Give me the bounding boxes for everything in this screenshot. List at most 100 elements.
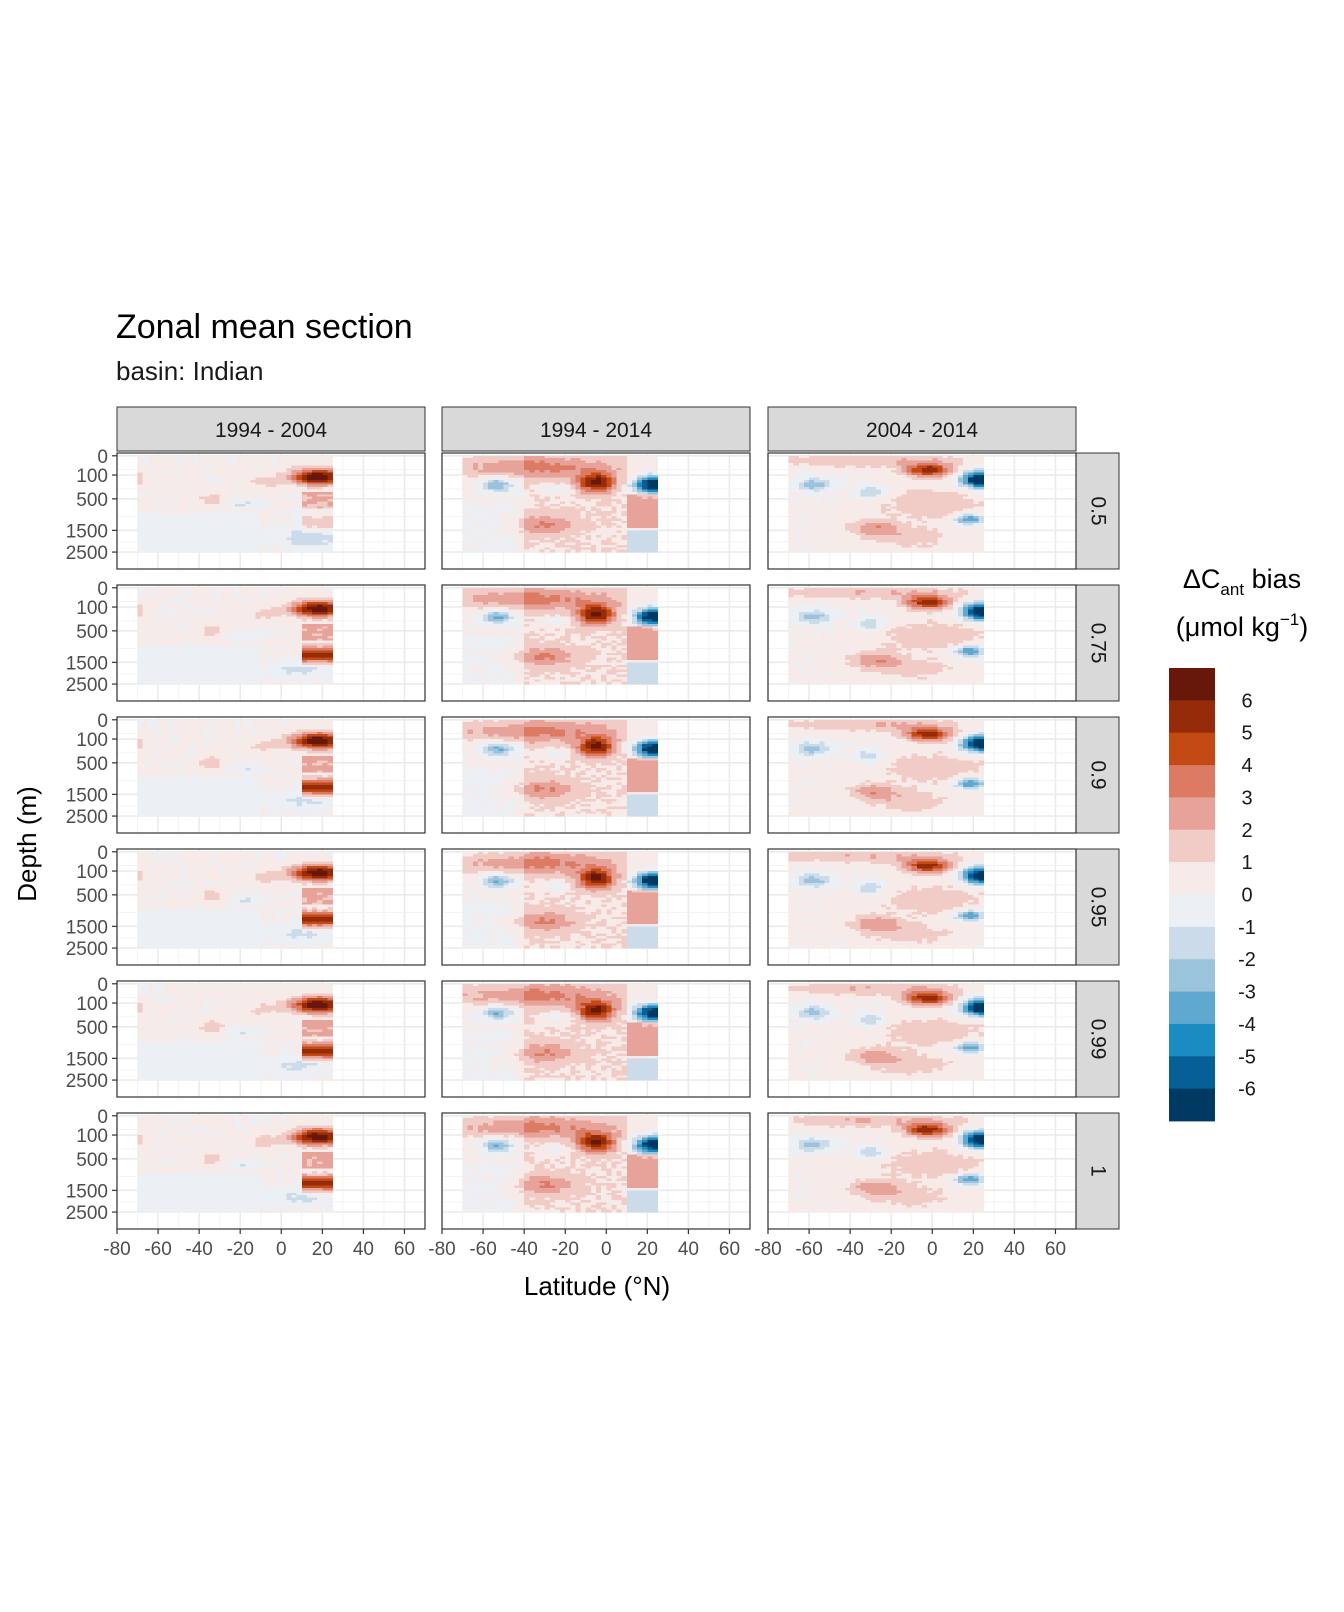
contour-fill	[462, 983, 659, 1081]
contour-fill	[788, 719, 985, 817]
contour-fill	[462, 851, 659, 949]
x-tick-label: 40	[353, 1239, 374, 1260]
legend-swatch	[1169, 894, 1215, 928]
x-tick-label: -40	[510, 1239, 537, 1260]
y-tick-label: 0	[97, 843, 108, 864]
legend-label: 5	[1241, 723, 1252, 745]
facet-strip-right-label: 0.9	[1086, 760, 1109, 789]
legend-swatch	[1169, 797, 1215, 831]
x-tick-label: -40	[836, 1239, 863, 1260]
y-tick-label: 500	[76, 1018, 108, 1039]
y-tick-label: 0	[97, 1107, 108, 1128]
x-tick-label: -80	[103, 1239, 130, 1260]
contour-fill	[788, 587, 985, 685]
panel-border	[441, 980, 751, 1098]
legend-title: ΔCant bias	[1183, 564, 1301, 599]
facet-panel	[116, 452, 426, 570]
y-tick-label: 1500	[66, 1049, 108, 1070]
facet-strip-right-label: 0.99	[1086, 1019, 1109, 1060]
legend-label: -6	[1238, 1079, 1256, 1101]
x-tick-label: -20	[551, 1239, 578, 1260]
facet-strip-right	[1074, 1112, 1120, 1230]
y-tick-label: 1500	[66, 1181, 108, 1202]
facet-panel	[116, 1112, 426, 1230]
facet-panel	[767, 452, 1077, 570]
facet-panel	[767, 980, 1077, 1098]
x-tick-label: -80	[754, 1239, 781, 1260]
y-tick-label: 2500	[66, 1203, 108, 1224]
legend-swatch	[1169, 668, 1215, 701]
y-tick-label: 1500	[66, 521, 108, 542]
x-tick-label: 60	[719, 1239, 740, 1260]
x-tick-label: -60	[469, 1239, 496, 1260]
contour-fill	[137, 455, 334, 553]
y-tick-label: 2500	[66, 807, 108, 828]
contour-fill	[788, 851, 985, 949]
y-tick-label: 100	[76, 1126, 108, 1147]
panel-border	[441, 452, 751, 570]
panel-border	[116, 716, 426, 834]
panel-border	[441, 584, 751, 702]
x-tick-label: -80	[428, 1239, 455, 1260]
facet-panel	[767, 1112, 1077, 1230]
contour-fill	[788, 983, 985, 1081]
legend-swatch	[1169, 926, 1215, 960]
x-tick-label: 20	[637, 1239, 658, 1260]
panel-border	[767, 1112, 1077, 1230]
legend-label: -2	[1238, 949, 1256, 971]
y-tick-label: 500	[76, 622, 108, 643]
legend-label: 4	[1241, 755, 1252, 777]
legend-label: -5	[1238, 1046, 1256, 1068]
panel-border	[767, 716, 1077, 834]
y-tick-label: 2500	[66, 1071, 108, 1092]
y-tick-label: 0	[97, 447, 108, 468]
legend-label: -3	[1238, 982, 1256, 1004]
y-tick-label: 500	[76, 886, 108, 907]
facet-panel	[116, 848, 426, 966]
x-tick-label: 60	[1045, 1239, 1066, 1260]
legend-swatch	[1169, 991, 1215, 1025]
facet-strip-right-label: 0.5	[1086, 496, 1109, 525]
facet-strip-right	[1074, 980, 1120, 1098]
facet-panel	[441, 1112, 751, 1230]
facet-strip-right	[1074, 716, 1120, 834]
facet-panel	[441, 716, 751, 834]
legend-swatch	[1169, 829, 1215, 863]
y-tick-label: 2500	[66, 939, 108, 960]
facet-panel	[441, 452, 751, 570]
legend-label: 6	[1241, 690, 1252, 712]
y-tick-label: 2500	[66, 675, 108, 696]
panel-border	[441, 848, 751, 966]
legend-label: -4	[1238, 1014, 1256, 1036]
x-tick-label: 60	[394, 1239, 415, 1260]
legend-swatch	[1169, 1088, 1215, 1122]
panel-border	[441, 1112, 751, 1230]
contour-fill	[462, 1115, 659, 1213]
contour-fill	[137, 1115, 334, 1213]
x-tick-label: 0	[927, 1239, 938, 1260]
panel-border	[767, 584, 1077, 702]
panel-border	[116, 1112, 426, 1230]
facet-panel	[116, 980, 426, 1098]
y-tick-label: 1500	[66, 653, 108, 674]
facet-panel	[116, 584, 426, 702]
y-tick-label: 500	[76, 1150, 108, 1171]
contour-fill	[462, 719, 659, 817]
facet-panel	[116, 716, 426, 834]
facet-panel	[441, 584, 751, 702]
facet-strip-right-label: 0.95	[1086, 887, 1109, 928]
contour-fill	[137, 587, 334, 685]
y-tick-label: 100	[76, 466, 108, 487]
facet-strip-right-label: 0.75	[1086, 623, 1109, 664]
facet-panel	[767, 584, 1077, 702]
facet-strip-right-label: 1	[1086, 1165, 1109, 1177]
legend-swatch	[1169, 862, 1215, 895]
y-tick-label: 100	[76, 994, 108, 1015]
legend-label: 2	[1241, 820, 1252, 842]
facet-strip-top-label: 2004 - 2014	[866, 419, 978, 442]
x-axis-title: Latitude (°N)	[524, 1271, 670, 1301]
y-tick-label: 100	[76, 730, 108, 751]
x-tick-label: 40	[1004, 1239, 1025, 1260]
x-tick-label: -60	[795, 1239, 822, 1260]
x-tick-label: 20	[312, 1239, 333, 1260]
